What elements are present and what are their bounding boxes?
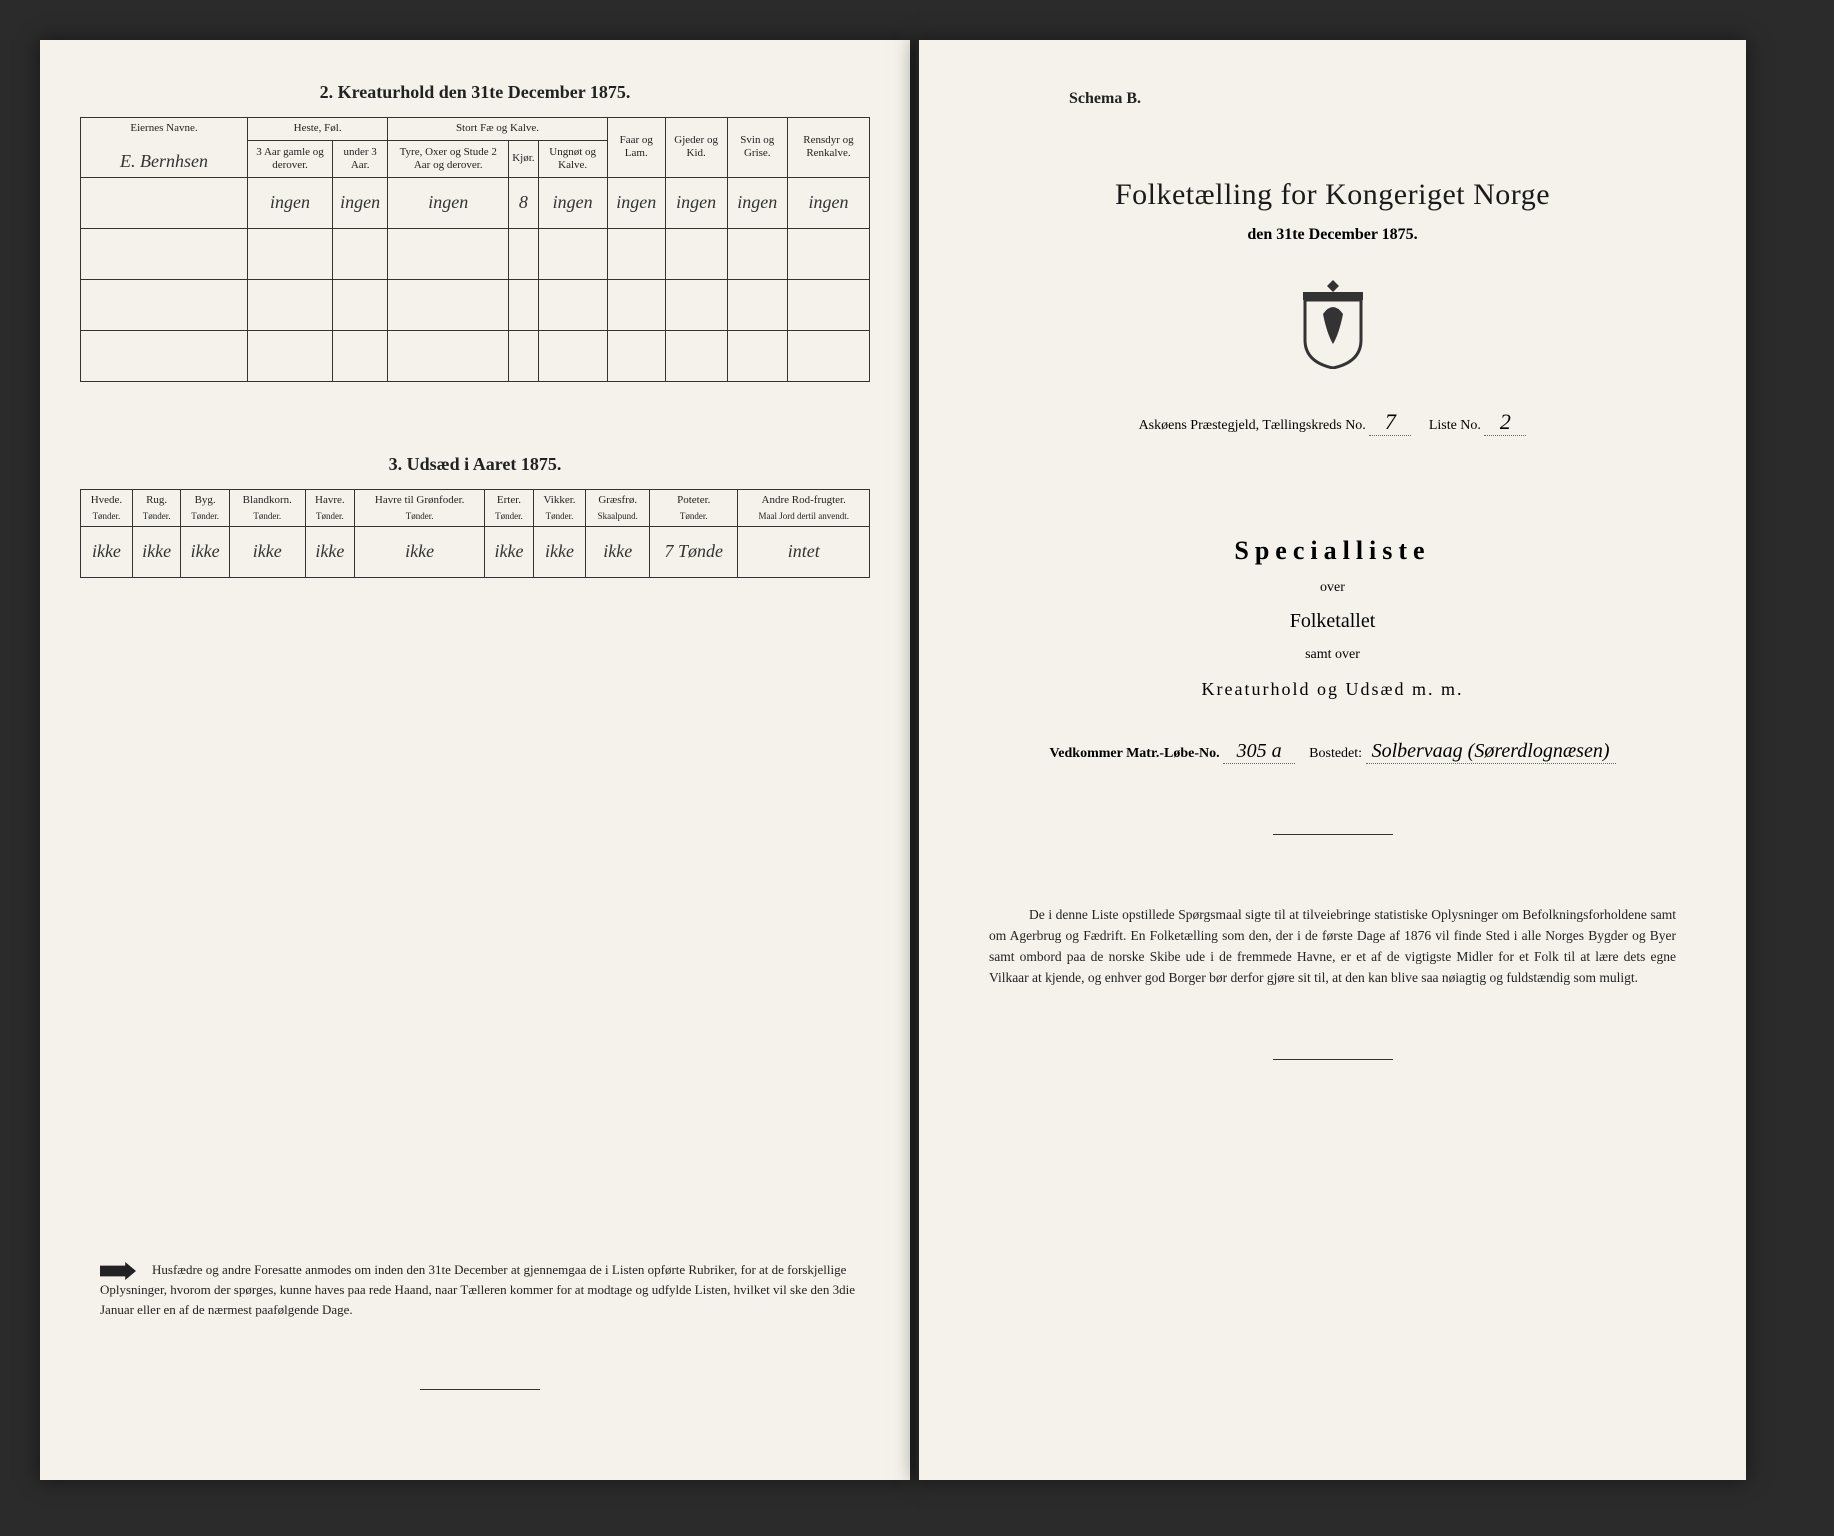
col-cattle-group: Stort Fæ og Kalve. (388, 118, 608, 141)
divider (420, 1389, 540, 1390)
left-page: 2. Kreaturhold den 31te December 1875. E… (40, 40, 910, 1480)
col-vetch: Vikker.Tønder. (533, 489, 586, 526)
livestock-row-1: ingen ingen ingen 8 ingen ingen ingen in… (81, 177, 870, 228)
livestock-row-empty (81, 279, 870, 330)
body-paragraph: De i denne Liste opstillede Spørgsmaal s… (979, 905, 1686, 989)
cell: ingen (727, 177, 787, 228)
meta-line: Askøens Præstegjeld, Tællingskreds No. 7… (979, 409, 1686, 436)
spec-folket: Folketallet (979, 610, 1686, 633)
cell: ingen (665, 177, 727, 228)
meta-kreds-value: 7 (1369, 409, 1411, 436)
cell: ikke (81, 526, 133, 577)
cell: ikke (485, 526, 534, 577)
col-root: Andre Rod-frugter.Maal Jord dertil anven… (738, 489, 870, 526)
divider (1273, 834, 1393, 835)
col-sheep: Faar og Lam. (607, 118, 665, 178)
section-2-title: 2. Kreaturhold den 31te December 1875. (80, 82, 870, 103)
livestock-row-empty (81, 228, 870, 279)
left-footnote: Husfædre og andre Foresatte anmodes om i… (100, 1262, 855, 1317)
cell: ikke (533, 526, 586, 577)
col-wheat: Hvede.Tønder. (81, 489, 133, 526)
pointer-hand-icon (100, 1262, 136, 1280)
cell: ikke (229, 526, 305, 577)
left-footnote-block: Husfædre og andre Foresatte anmodes om i… (100, 1260, 860, 1390)
col-oats: Havre.Tønder. (305, 489, 354, 526)
scan-container: 2. Kreaturhold den 31te December 1875. E… (0, 0, 1834, 1536)
col-reindeer: Rensdyr og Renkalve. (787, 118, 869, 178)
main-title: Folketælling for Kongeriget Norge (979, 178, 1686, 212)
divider (1273, 1059, 1393, 1060)
meta-mid: Liste No. (1429, 418, 1481, 433)
cell: ikke (355, 526, 485, 577)
col-pig: Svin og Grise. (727, 118, 787, 178)
col-rye: Rug.Tønder. (132, 489, 181, 526)
col-potato: Poteter.Tønder. (650, 489, 738, 526)
section-3-title: 3. Udsæd i Aaret 1875. (80, 454, 870, 475)
sowing-row-1: ikke ikke ikke ikke ikke ikke ikke ikke … (81, 526, 870, 577)
cell: intet (738, 526, 870, 577)
col-grass: Græsfrø.Skaalpund. (586, 489, 650, 526)
col-owner: Eiernes Navne. E. Bernhsen (81, 118, 248, 178)
sowing-table: Hvede.Tønder. Rug.Tønder. Byg.Tønder. Bl… (80, 489, 870, 578)
cell: ingen (787, 177, 869, 228)
col-horse-b: under 3 Aar. (333, 141, 388, 178)
livestock-table: Eiernes Navne. E. Bernhsen Heste, Føl. S… (80, 117, 870, 382)
sub-date: den 31te December 1875. (979, 226, 1686, 244)
col-cattle-b: Kjør. (509, 141, 538, 178)
coat-of-arms-icon (1293, 274, 1373, 369)
col-oats-green: Havre til Grønfoder.Tønder. (355, 489, 485, 526)
cell: ikke (586, 526, 650, 577)
vedk-line: Vedkommer Matr.-Løbe-No. 305 a Bostedet:… (979, 740, 1686, 764)
cell: 8 (509, 177, 538, 228)
meta-liste-value: 2 (1484, 409, 1526, 436)
spec-kreat: Kreaturhold og Udsæd m. m. (979, 679, 1686, 700)
cell: ingen (248, 177, 333, 228)
livestock-row-empty (81, 330, 870, 381)
col-mixed: Blandkorn.Tønder. (229, 489, 305, 526)
cell: ikke (305, 526, 354, 577)
col-goat: Gjeder og Kid. (665, 118, 727, 178)
cell: ikke (132, 526, 181, 577)
col-owner-label: Eiernes Navne. (84, 122, 244, 135)
cell: 7 Tønde (650, 526, 738, 577)
schema-label: Schema B. (1069, 90, 1686, 108)
right-page: Schema B. Folketælling for Kongeriget No… (916, 40, 1746, 1480)
cell: ingen (538, 177, 607, 228)
vedk-matr-value: 305 a (1223, 740, 1295, 764)
spec-over: over (979, 580, 1686, 596)
vedk-bosted-value: Solbervaag (Sørerdlognæsen) (1366, 740, 1616, 764)
col-cattle-a: Tyre, Oxer og Stude 2 Aar og derover. (388, 141, 509, 178)
vedk-label1: Vedkommer Matr.-Løbe-No. (1049, 746, 1219, 761)
cell: ingen (607, 177, 665, 228)
col-cattle-c: Ungnøt og Kalve. (538, 141, 607, 178)
cell: ikke (181, 526, 230, 577)
body-text-content: De i denne Liste opstillede Spørgsmaal s… (989, 907, 1676, 985)
col-peas: Erter.Tønder. (485, 489, 534, 526)
vedk-label2: Bostedet: (1309, 746, 1362, 761)
cell: ingen (388, 177, 509, 228)
meta-prefix: Askøens Præstegjeld, Tællingskreds No. (1139, 418, 1366, 433)
col-barley: Byg.Tønder. (181, 489, 230, 526)
owner-value: E. Bernhsen (84, 151, 244, 173)
spec-samt: samt over (979, 647, 1686, 663)
spec-title: Specialliste (979, 536, 1686, 566)
col-horse-a: 3 Aar gamle og derover. (248, 141, 333, 178)
cell: ingen (333, 177, 388, 228)
col-horse-group: Heste, Føl. (248, 118, 388, 141)
